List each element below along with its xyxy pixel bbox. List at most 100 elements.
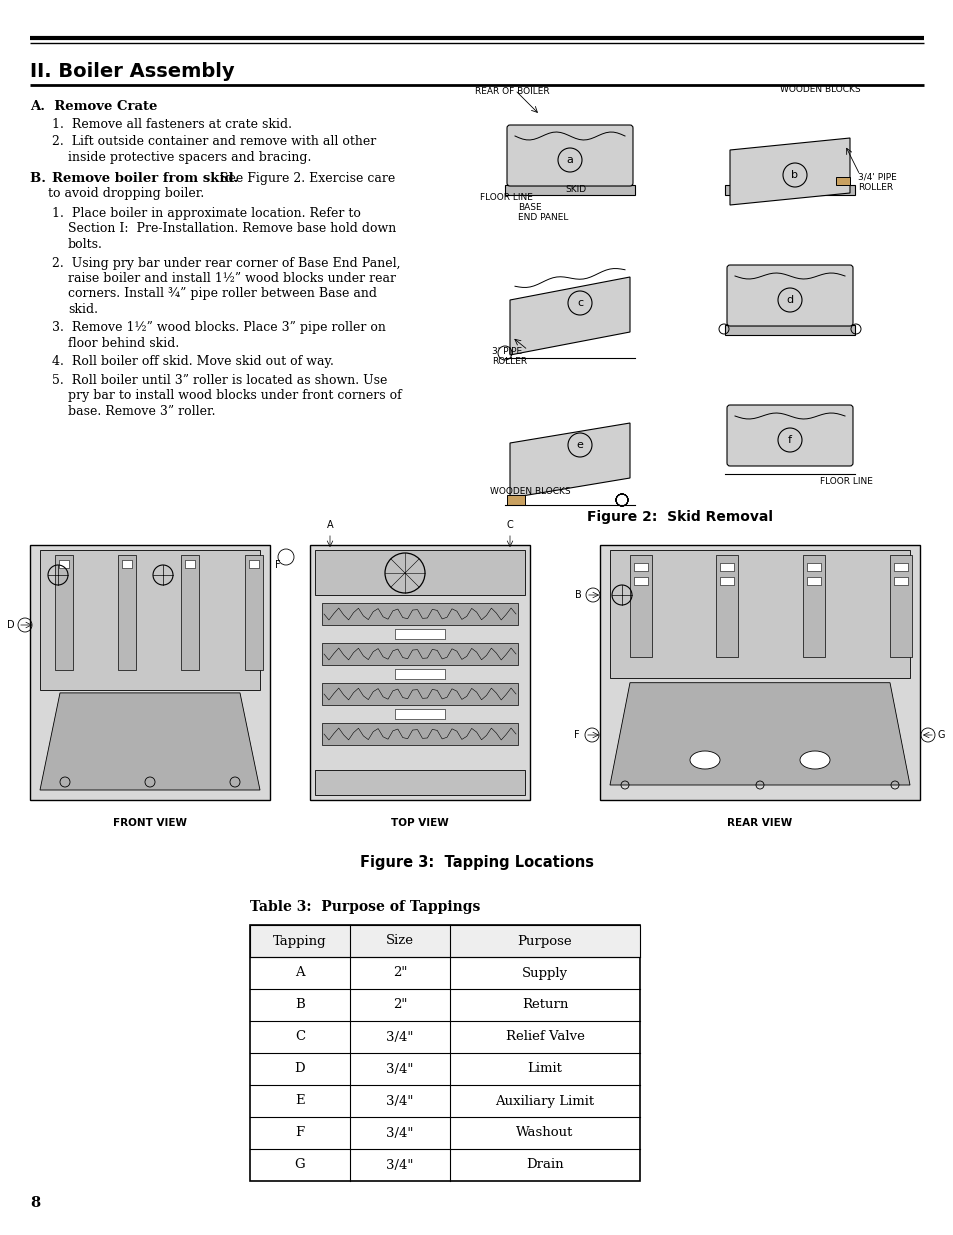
Text: 3/4": 3/4": [386, 1030, 414, 1044]
FancyBboxPatch shape: [322, 722, 517, 745]
FancyBboxPatch shape: [506, 125, 633, 186]
Text: D: D: [8, 620, 15, 630]
Text: 3/4": 3/4": [386, 1062, 414, 1076]
Text: REAR VIEW: REAR VIEW: [726, 818, 792, 827]
Bar: [250, 925, 639, 957]
Polygon shape: [40, 693, 260, 790]
Bar: [724, 325, 854, 335]
Bar: [504, 185, 635, 195]
Text: 2.  Using pry bar under rear corner of Base End Panel,: 2. Using pry bar under rear corner of Ba…: [52, 257, 400, 269]
Bar: [506, 495, 524, 505]
Bar: [609, 550, 909, 678]
Polygon shape: [510, 277, 629, 354]
Bar: [314, 550, 524, 595]
Bar: [250, 925, 639, 1181]
Text: 1.  Place boiler in approximate location. Refer to: 1. Place boiler in approximate location.…: [52, 207, 360, 220]
Text: 3/4": 3/4": [386, 1126, 414, 1140]
Text: SKID: SKID: [564, 185, 585, 194]
Text: II. Boiler Assembly: II. Boiler Assembly: [30, 62, 234, 82]
Text: A.  Remove Crate: A. Remove Crate: [30, 100, 157, 112]
Text: 4.  Roll boiler off skid. Move skid out of way.: 4. Roll boiler off skid. Move skid out o…: [52, 356, 334, 368]
Bar: [395, 629, 444, 638]
Bar: [245, 555, 263, 669]
Text: skid.: skid.: [68, 303, 98, 316]
Text: to avoid dropping boiler.: to avoid dropping boiler.: [48, 188, 204, 200]
Polygon shape: [729, 138, 849, 205]
Text: TOP VIEW: TOP VIEW: [391, 818, 449, 827]
Text: 2": 2": [393, 999, 407, 1011]
Text: 3/4": 3/4": [386, 1094, 414, 1108]
Bar: [249, 559, 258, 568]
Text: b: b: [791, 170, 798, 180]
FancyBboxPatch shape: [322, 643, 517, 664]
Text: a: a: [566, 156, 573, 165]
Bar: [629, 555, 651, 657]
Bar: [310, 545, 530, 800]
Bar: [806, 563, 821, 571]
Text: e: e: [576, 440, 583, 450]
Text: Size: Size: [386, 935, 414, 947]
FancyBboxPatch shape: [322, 603, 517, 625]
Text: 2": 2": [393, 967, 407, 979]
Text: G: G: [937, 730, 944, 740]
FancyBboxPatch shape: [726, 266, 852, 326]
Bar: [122, 559, 132, 568]
Polygon shape: [609, 683, 909, 785]
Bar: [720, 577, 733, 585]
Text: 5.  Roll boiler until 3” roller is located as shown. Use: 5. Roll boiler until 3” roller is locate…: [52, 374, 387, 387]
Bar: [806, 577, 821, 585]
FancyBboxPatch shape: [322, 683, 517, 705]
Bar: [893, 577, 907, 585]
Text: 1.  Remove all fasteners at crate skid.: 1. Remove all fasteners at crate skid.: [52, 117, 292, 131]
Text: BASE
END PANEL: BASE END PANEL: [517, 203, 568, 222]
Text: Supply: Supply: [521, 967, 567, 979]
Text: 3/4' PIPE
ROLLER: 3/4' PIPE ROLLER: [857, 173, 896, 193]
Text: E: E: [294, 1094, 305, 1108]
Bar: [720, 563, 733, 571]
Text: REAR OF BOILER: REAR OF BOILER: [475, 86, 549, 96]
Text: 3' PIPE
ROLLER: 3' PIPE ROLLER: [492, 347, 527, 367]
Text: Purpose: Purpose: [517, 935, 572, 947]
Text: Remove boiler from skid.: Remove boiler from skid.: [52, 172, 238, 185]
Text: FRONT VIEW: FRONT VIEW: [112, 818, 187, 827]
Bar: [599, 545, 919, 800]
Text: raise boiler and install 1½” wood blocks under rear: raise boiler and install 1½” wood blocks…: [68, 272, 395, 285]
Text: C: C: [294, 1030, 305, 1044]
Bar: [395, 669, 444, 679]
Text: d: d: [785, 295, 793, 305]
Polygon shape: [510, 424, 629, 498]
Bar: [314, 769, 524, 795]
Text: FLOOR LINE: FLOOR LINE: [820, 477, 872, 487]
Text: c: c: [577, 298, 582, 308]
Bar: [802, 555, 824, 657]
Bar: [185, 559, 194, 568]
Text: inside protective spacers and bracing.: inside protective spacers and bracing.: [68, 151, 311, 163]
Bar: [30, 545, 270, 800]
Text: Drain: Drain: [526, 1158, 563, 1172]
FancyBboxPatch shape: [726, 405, 852, 466]
Bar: [835, 177, 849, 185]
Text: pry bar to install wood blocks under front corners of: pry bar to install wood blocks under fro…: [68, 389, 401, 403]
Text: B: B: [294, 999, 305, 1011]
Text: floor behind skid.: floor behind skid.: [68, 337, 179, 350]
Bar: [724, 185, 854, 195]
Text: bolts.: bolts.: [68, 238, 103, 251]
Text: Washout: Washout: [516, 1126, 573, 1140]
Text: 3.  Remove 1½” wood blocks. Place 3” pipe roller on: 3. Remove 1½” wood blocks. Place 3” pipe…: [52, 321, 385, 335]
Text: B.: B.: [30, 172, 55, 185]
Bar: [59, 559, 69, 568]
Text: A: A: [294, 967, 305, 979]
Text: 2.  Lift outside container and remove with all other: 2. Lift outside container and remove wit…: [52, 135, 375, 148]
Bar: [395, 709, 444, 719]
Text: WOODEN BLOCKS: WOODEN BLOCKS: [490, 487, 570, 496]
Text: Figure 2:  Skid Removal: Figure 2: Skid Removal: [586, 510, 772, 524]
Text: Limit: Limit: [527, 1062, 562, 1076]
Text: WOODEN BLOCKS: WOODEN BLOCKS: [780, 85, 860, 94]
Text: 8: 8: [30, 1195, 40, 1210]
Text: Auxiliary Limit: Auxiliary Limit: [495, 1094, 594, 1108]
Text: B: B: [575, 590, 581, 600]
Text: corners. Install ¾” pipe roller between Base and: corners. Install ¾” pipe roller between …: [68, 288, 376, 300]
Bar: [634, 577, 647, 585]
Text: Figure 3:  Tapping Locations: Figure 3: Tapping Locations: [359, 855, 594, 869]
Text: F: F: [274, 559, 280, 571]
